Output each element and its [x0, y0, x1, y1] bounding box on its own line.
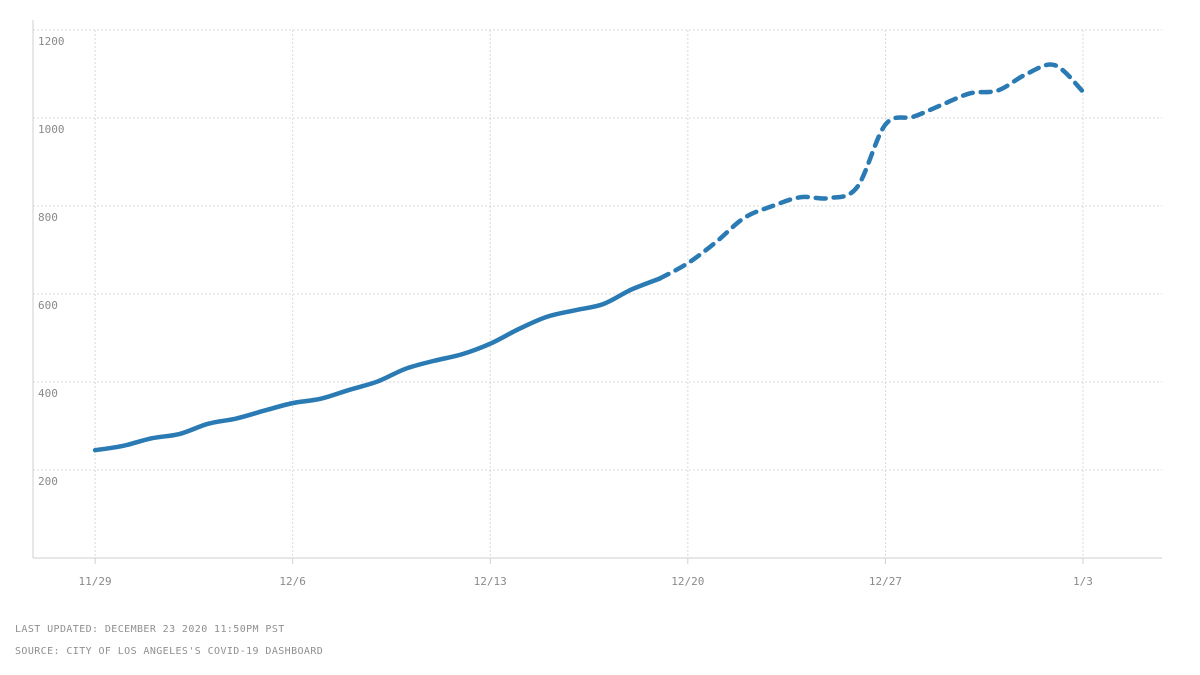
x-tick-label: 11/29	[79, 575, 112, 588]
source-note: SOURCE: CITY OF LOS ANGELES'S COVID-19 D…	[15, 646, 324, 657]
y-tick-label: 800	[38, 211, 58, 224]
x-tick-label: 1/3	[1073, 575, 1093, 588]
x-tick-labels: 11/29 12/6 12/13 12/20 12/27 1/3	[79, 575, 1093, 588]
y-tick-label: 1000	[38, 123, 65, 136]
x-tick-label: 12/20	[671, 575, 704, 588]
y-tick-label: 400	[38, 387, 58, 400]
projected-series-line	[657, 62, 1086, 281]
y-tick-label: 600	[38, 299, 58, 312]
series-lines	[92, 62, 1086, 453]
grid-lines	[33, 29, 1162, 558]
x-tick-label: 12/13	[474, 575, 507, 588]
reported-series-line	[92, 276, 662, 453]
last-updated-note: LAST UPDATED: DECEMBER 23 2020 11:50PM P…	[15, 624, 285, 635]
line-chart: 200 400 600 800 1000 1200 11/29 12/6 12/13 12/20…	[32, 20, 1162, 588]
axes	[32, 20, 1162, 564]
x-tick-label: 12/6	[279, 575, 306, 588]
x-tick-label: 12/27	[869, 575, 902, 588]
y-tick-labels: 200 400 600 800 1000 1200	[38, 35, 65, 488]
y-tick-label: 200	[38, 475, 58, 488]
y-tick-label: 1200	[38, 35, 65, 48]
